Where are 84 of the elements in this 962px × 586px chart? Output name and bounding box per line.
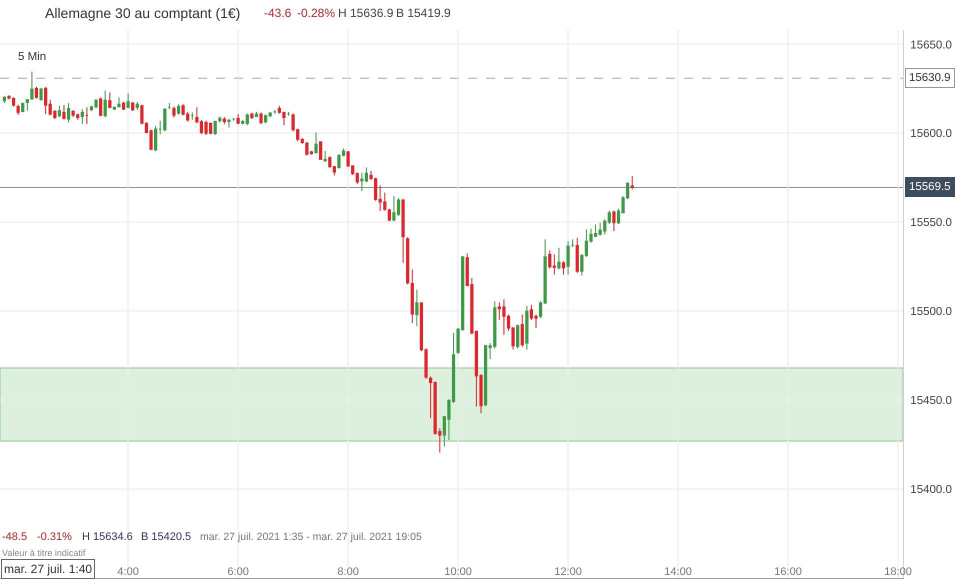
candlestick (12, 96, 16, 108)
candlestick (126, 92, 130, 109)
candlestick (2, 95, 6, 104)
candlestick (630, 176, 634, 190)
text: -43.6 (264, 6, 292, 20)
candlestick (273, 110, 276, 114)
candlestick (172, 106, 176, 118)
candlestick (168, 102, 171, 110)
candlestick (214, 120, 217, 136)
candlestick (236, 114, 240, 125)
ref-line-label: 15569.5 (909, 181, 951, 193)
candlestick (218, 116, 222, 124)
annotation: -48.5 (2, 531, 28, 543)
candlestick (62, 104, 66, 120)
candlestick (576, 237, 579, 274)
x-tick-label: 4:00 (117, 566, 139, 578)
candlestick (66, 102, 70, 124)
candlestick (80, 108, 84, 125)
candlestick (131, 102, 134, 112)
candlestick (319, 140, 322, 160)
candlestick (94, 98, 98, 109)
candlestick (259, 112, 263, 125)
x-tick-label: 18:00 (884, 566, 912, 578)
candlestick (562, 260, 566, 276)
chart-title: Allemagne 30 au comptant (1€) (45, 4, 240, 21)
annotation: mar. 27 juil. 2021 1:35 - mar. 27 juil. 2021 19:05 (200, 531, 422, 543)
candlestick (30, 71, 34, 100)
text: B 15419.9 (396, 6, 452, 20)
candlestick (392, 196, 396, 222)
annotation: 5 Min (18, 51, 46, 63)
candlestick (204, 120, 208, 136)
candlestick (99, 97, 102, 117)
candlestick (222, 116, 226, 125)
candlestick (21, 102, 24, 113)
ref-line-label: 15630.9 (909, 72, 951, 84)
candlestick (324, 150, 327, 162)
candlestick (525, 305, 528, 350)
y-tick-label: 15600.0 (910, 128, 952, 140)
candlestick (250, 112, 254, 120)
y-tick-label: 15400.0 (910, 484, 952, 496)
candlestick (85, 106, 89, 125)
candlestick (39, 87, 43, 102)
candlestick (566, 240, 570, 276)
candlestick (415, 289, 418, 327)
x-tick-label: 6:00 (227, 566, 249, 578)
candlestick (104, 90, 107, 118)
candlestick (136, 102, 139, 111)
candlestick (401, 198, 405, 264)
annotation: Valeur à titre indicatif (2, 548, 86, 558)
annotation: H 15634.6 (82, 531, 133, 543)
candlestick (163, 108, 166, 132)
candlestick (314, 132, 318, 154)
annotation: B 15420.5 (141, 531, 192, 543)
candlestick (34, 86, 38, 99)
candlestick (232, 118, 236, 122)
candlestick (571, 238, 574, 248)
candlestick (117, 96, 121, 108)
candlestick (227, 118, 231, 128)
candlestick (26, 98, 29, 112)
candlestick (122, 102, 126, 111)
candlestick (557, 247, 561, 270)
x-tick-label: 8:00 (337, 566, 359, 578)
candlestick (108, 92, 112, 109)
candlestick (516, 324, 520, 349)
x-tick-label: 12:00 (554, 566, 582, 578)
text: H 15636.9 (338, 6, 394, 20)
candlestick (612, 210, 616, 232)
y-tick-label: 15550.0 (910, 217, 952, 230)
candlestick (286, 111, 290, 116)
candlestick (176, 104, 180, 116)
text: -0.28% (297, 6, 336, 20)
candlestick (254, 111, 258, 117)
x-tick-label: 14:00 (664, 566, 692, 578)
candlestick (58, 105, 62, 118)
candlestick (190, 112, 194, 120)
candlestick (520, 314, 524, 348)
x-tick-label: 10:00 (444, 566, 472, 578)
annotation: mar. 27 juil. 1:40 (4, 562, 92, 576)
y-tick-label: 15650.0 (910, 39, 952, 52)
y-tick-label: 15450.0 (910, 395, 952, 408)
y-tick-label: 15500.0 (910, 306, 952, 318)
annotation: -0.31% (37, 531, 72, 543)
x-tick-label: 16:00 (774, 566, 802, 578)
candlestick (16, 104, 20, 116)
